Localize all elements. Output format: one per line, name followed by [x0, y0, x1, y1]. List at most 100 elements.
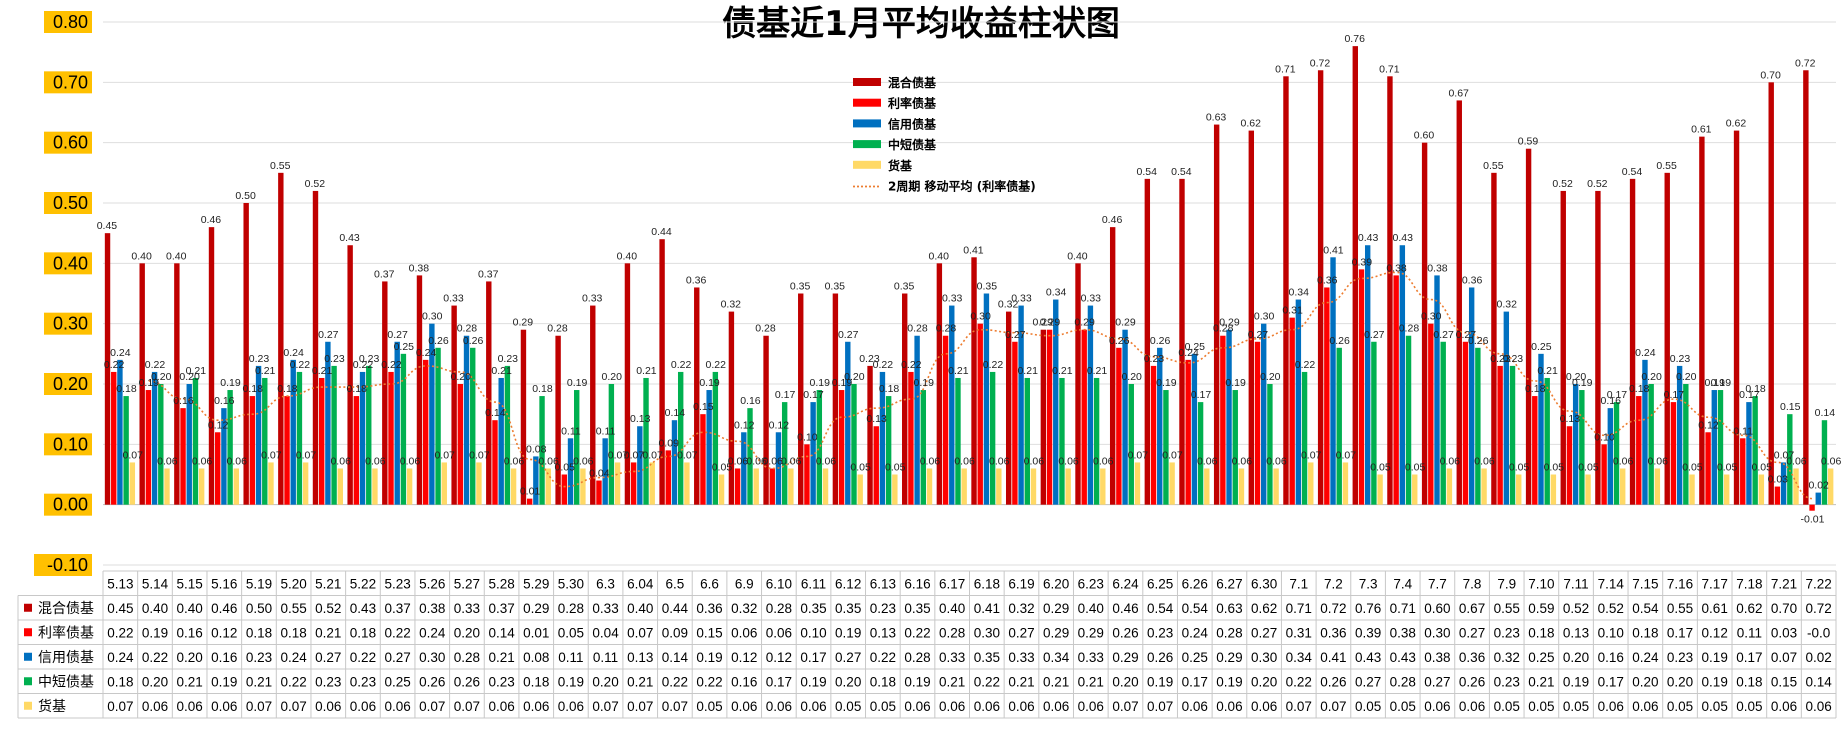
data-label: 0.17 [1607, 389, 1628, 401]
table-cell: 0.06 [800, 699, 826, 714]
data-label: 0.30 [970, 311, 991, 323]
bar [359, 371, 366, 505]
data-label: 0.12 [1698, 419, 1719, 431]
bar [526, 498, 533, 505]
bar [1462, 341, 1469, 505]
bar [810, 402, 816, 505]
bar [1012, 341, 1018, 505]
bar [1699, 136, 1705, 505]
bar [845, 341, 851, 505]
table-cell: 0.19 [1147, 674, 1173, 689]
data-label: 0.05 [1544, 462, 1565, 474]
data-label: 0.07 [624, 449, 645, 461]
bar [1572, 384, 1579, 505]
table-cell: 0.38 [419, 601, 445, 616]
table-cell: 0.07 [662, 699, 688, 714]
table-cell: 0.54 [1632, 601, 1659, 616]
moving-average-line [148, 271, 1813, 500]
table-cell: 0.25 [1528, 650, 1554, 665]
data-label: 0.07 [123, 449, 144, 461]
bar [1377, 474, 1383, 505]
table-cell: 0.52 [1598, 601, 1624, 616]
data-label: 0.40 [929, 250, 950, 262]
table-cell: 0.06 [1632, 699, 1658, 714]
data-label: 0.31 [1282, 305, 1303, 317]
bar [1220, 335, 1226, 505]
table-cell: 0.15 [696, 625, 722, 640]
table-cell: 0.55 [280, 601, 306, 616]
bar [243, 203, 249, 505]
bar [1163, 390, 1169, 505]
bar [983, 293, 990, 505]
bar [1232, 390, 1238, 505]
table-cell: 0.07 [280, 699, 306, 714]
data-label: 0.28 [547, 323, 568, 335]
bar [174, 263, 180, 505]
data-label: 0.10 [1594, 431, 1615, 443]
bar [337, 468, 343, 505]
bar [1711, 390, 1717, 505]
table-cell: 0.20 [454, 625, 480, 640]
bar [1629, 178, 1636, 505]
bar [221, 408, 227, 505]
data-label: 0.25 [1185, 341, 1206, 353]
category-label: 7.3 [1359, 576, 1378, 591]
bar [262, 377, 268, 505]
bar [139, 263, 145, 505]
data-label: 0.05 [1717, 462, 1738, 474]
table-cell: 0.67 [1459, 601, 1485, 616]
bar [718, 474, 725, 505]
data-label: 0.27 [1433, 329, 1454, 341]
data-label: 0.29 [1115, 317, 1136, 329]
bar [1780, 462, 1787, 505]
table-cell: 0.18 [1736, 674, 1762, 689]
y-tick-highlight [44, 71, 92, 94]
table-cell: 0.13 [870, 625, 896, 640]
bar [422, 359, 429, 505]
data-label: 0.14 [1815, 407, 1836, 419]
data-label: 0.28 [907, 323, 928, 335]
bar [1081, 329, 1087, 505]
bar [278, 172, 284, 505]
bar [1412, 474, 1418, 505]
category-label: 7.17 [1702, 576, 1728, 591]
bar [1787, 414, 1793, 505]
table-cell: 0.40 [627, 601, 653, 616]
data-label: 0.05 [885, 462, 906, 474]
legend-swatch [853, 98, 881, 107]
bar [781, 402, 788, 505]
data-label: 0.36 [1462, 274, 1483, 286]
table-cell: 0.05 [1667, 699, 1693, 714]
bar [1093, 377, 1100, 505]
table-cell: 0.22 [384, 625, 410, 640]
table-cell: 0.22 [974, 674, 1000, 689]
bar [977, 323, 983, 505]
data-label: 0.07 [296, 449, 317, 461]
table-cell: 0.19 [800, 674, 826, 689]
bar [435, 347, 441, 505]
bar [1683, 384, 1689, 505]
bar [798, 293, 804, 505]
table-cell: 0.28 [904, 650, 930, 665]
bar [1689, 474, 1695, 505]
data-label: 0.21 [948, 365, 969, 377]
bar [763, 335, 769, 505]
table-cell: -0.0 [1807, 625, 1830, 640]
table-cell: 0.20 [1563, 650, 1589, 665]
table-cell: 0.17 [1598, 674, 1624, 689]
table-cell: 0.35 [800, 601, 826, 616]
data-label: 0.07 [677, 449, 698, 461]
data-label: 0.07 [1336, 449, 1357, 461]
data-label: 0.26 [428, 335, 449, 347]
data-label: 0.37 [374, 268, 395, 280]
bar [1364, 245, 1371, 505]
bar [614, 462, 621, 505]
data-label: 0.19 [567, 377, 588, 389]
data-label: 0.11 [1733, 425, 1753, 437]
data-label: 0.38 [1427, 262, 1448, 274]
data-label: 0.06 [504, 455, 525, 467]
data-label: 0.18 [277, 383, 298, 395]
data-label: 0.06 [920, 455, 941, 467]
table-cell: 0.11 [1737, 625, 1762, 640]
bar [180, 408, 186, 505]
